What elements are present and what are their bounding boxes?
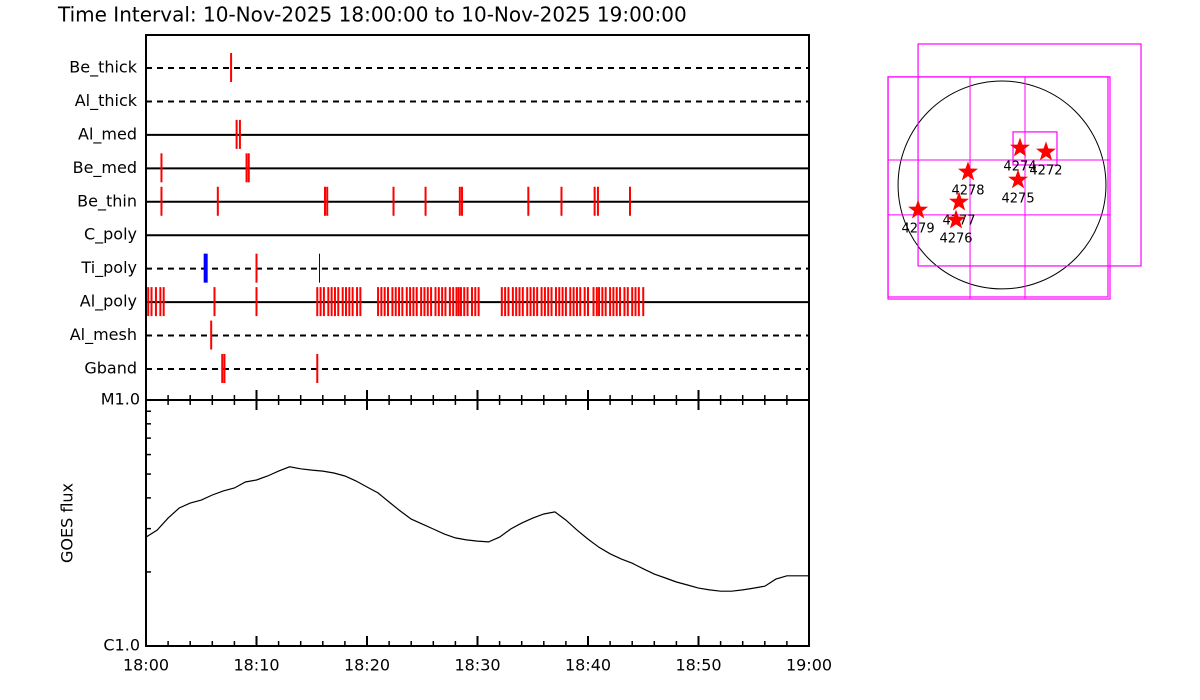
region-star (958, 161, 978, 181)
region-star (1036, 141, 1056, 161)
filter-label: Gband (84, 359, 137, 378)
fov-box (1012, 131, 1058, 166)
filter-label: Be_med (73, 158, 137, 178)
x-tick-label: 18:30 (454, 656, 500, 675)
filter-label: C_poly (84, 225, 137, 245)
region-star (949, 191, 969, 211)
goes-panel (145, 399, 810, 647)
x-tick-label: 18:40 (565, 656, 611, 675)
x-tick-label: 18:50 (675, 656, 721, 675)
region-star (1010, 137, 1030, 157)
fov-box (917, 43, 1142, 267)
x-tick-label: 18:10 (233, 656, 279, 675)
y-tick-label: M1.0 (101, 390, 140, 409)
region-label: 4278 (951, 183, 984, 198)
region-label: 4276 (939, 231, 972, 246)
region-label: 4274 (1003, 159, 1036, 174)
filter-panel (145, 34, 810, 401)
filter-label: Al_med (78, 124, 137, 144)
region-label: 4272 (1029, 163, 1062, 178)
region-star (908, 199, 929, 219)
filter-label: Al_thick (75, 91, 138, 111)
x-tick-label: 18:20 (344, 656, 390, 675)
y-tick-label: C1.0 (103, 636, 140, 655)
fov-box (887, 76, 1109, 298)
x-tick-label: 18:00 (123, 656, 169, 675)
region-star (1008, 169, 1028, 189)
x-tick-label: 19:00 (786, 656, 832, 675)
chart-title: Time Interval: 10-Nov-2025 18:00:00 to 1… (57, 3, 687, 27)
filter-label: Be_thin (77, 191, 137, 211)
solar-disk (897, 80, 1107, 290)
region-label: 4275 (1002, 191, 1035, 206)
filter-label: Be_thick (69, 58, 137, 78)
region-label: 4279 (902, 222, 935, 237)
filter-label: Al_mesh (70, 325, 137, 345)
y-axis-label: GOES flux (58, 483, 77, 563)
region-star (946, 209, 966, 229)
filter-label: Al_poly (80, 292, 137, 312)
filter-label: Ti_poly (80, 258, 137, 278)
goes-curve (145, 466, 809, 592)
